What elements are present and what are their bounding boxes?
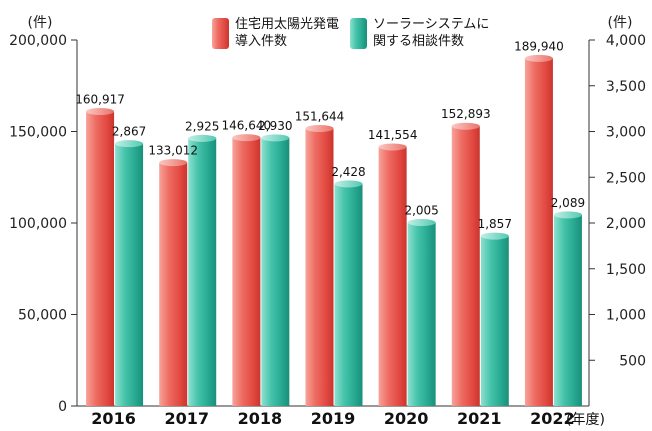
bar-solar-installations xyxy=(305,128,334,406)
bar-cap-solar-installations xyxy=(378,143,407,151)
data-label-solar-installations: 189,940 xyxy=(514,39,564,53)
data-label-solar-consultations: 1,857 xyxy=(478,217,512,231)
left-axis-tick-label: 100,000 xyxy=(9,216,67,232)
left-axis-unit: (件) xyxy=(28,15,53,31)
bar-cap-solar-installations xyxy=(86,108,115,116)
bar-group xyxy=(86,54,582,407)
legend-label-solar-consultations-line2: 関する相談件数 xyxy=(373,33,464,49)
data-label-solar-consultations: 2,428 xyxy=(331,165,365,179)
bar-solar-installations xyxy=(524,58,553,407)
bar-solar-installations xyxy=(86,111,115,407)
legend-label-solar-installations-line2: 導入件数 xyxy=(235,34,287,49)
data-label-solar-installations: 141,554 xyxy=(368,128,418,142)
bar-cap-solar-consultations xyxy=(480,232,509,240)
x-axis-tick-label: 2016 xyxy=(91,409,136,428)
right-axis: 500 1,000 1,500 2,000 2,500 3,000 3,500 4,000 (… xyxy=(588,15,646,406)
data-label-solar-consultations: 2,089 xyxy=(551,196,585,210)
data-label-solar-consultations: 2,867 xyxy=(112,125,146,139)
bar-cap-solar-installations xyxy=(451,122,480,130)
left-axis: 0 50,000 100,000 150,000 200,000 (件) xyxy=(9,15,78,415)
right-axis-tick-label: 500 xyxy=(619,353,646,369)
legend-label-solar-installations: 住宅用太陽光発電 導入件数 xyxy=(235,17,343,49)
bar-cap-solar-consultations xyxy=(261,134,290,142)
data-label-solar-installations: 146,640 xyxy=(222,119,272,133)
left-axis-tick-label: 0 xyxy=(58,399,67,415)
bar-solar-consultations xyxy=(188,138,217,407)
x-axis-tick-label: 2021 xyxy=(457,409,502,428)
right-axis-ticks: 500 1,000 1,500 2,000 2,500 3,000 3,500 4,000 xyxy=(589,33,646,369)
x-axis-unit: (年度) xyxy=(566,412,605,428)
left-axis-tick-label: 150,000 xyxy=(9,125,67,141)
legend-swatch-solar-consultations xyxy=(350,18,367,49)
data-label-solar-consultations: 2,005 xyxy=(404,204,438,218)
data-label-solar-consultations: 2,930 xyxy=(258,119,292,133)
right-axis-tick-label: 1,500 xyxy=(606,262,646,278)
bar-cap-solar-consultations xyxy=(115,140,144,148)
bar-cap-solar-installations xyxy=(524,54,553,62)
data-label-solar-installations: 152,893 xyxy=(441,107,491,121)
bar-solar-consultations xyxy=(115,143,144,406)
bar-cap-solar-consultations xyxy=(188,134,217,142)
right-axis-tick-label: 2,000 xyxy=(606,216,646,232)
bar-cap-solar-consultations xyxy=(407,219,436,227)
x-axis-tick-label: 2017 xyxy=(164,409,209,428)
x-axis-tick-label: 2019 xyxy=(311,409,356,428)
legend-label-solar-installations-line1: 住宅用太陽光発電 xyxy=(235,17,339,32)
left-axis-tick-label: 50,000 xyxy=(18,308,67,324)
legend-label-solar-consultations-line1: ソーラーシステムに xyxy=(373,17,489,32)
right-axis-tick-label: 3,500 xyxy=(606,79,646,95)
bar-solar-installations xyxy=(378,146,407,406)
left-axis-tick-label: 200,000 xyxy=(9,33,67,49)
x-axis-tick-label: 2022 xyxy=(530,409,575,428)
bar-solar-installations xyxy=(232,137,261,406)
left-axis-ticks: 0 50,000 100,000 150,000 200,000 xyxy=(9,33,77,415)
legend: 住宅用太陽光発電 導入件数 ソーラーシステムに 関する相談件数 xyxy=(212,17,494,49)
data-label-solar-installations: 151,644 xyxy=(295,109,345,123)
right-axis-tick-label: 2,500 xyxy=(606,170,646,186)
right-axis-unit: (件) xyxy=(608,15,633,31)
bar-cap-solar-consultations xyxy=(334,180,363,188)
x-axis-tick-label: 2020 xyxy=(384,409,429,428)
bar-cap-solar-consultations xyxy=(553,211,582,219)
bar-cap-solar-installations xyxy=(305,124,334,132)
bar-solar-installations xyxy=(159,162,188,406)
bar-cap-solar-installations xyxy=(232,134,261,142)
right-axis-tick-label: 1,000 xyxy=(606,308,646,324)
legend-swatch-solar-installations xyxy=(212,18,229,49)
right-axis-tick-label: 4,000 xyxy=(606,33,646,49)
bar-solar-installations xyxy=(451,126,480,406)
data-label-solar-installations: 133,012 xyxy=(148,144,198,158)
bar-solar-consultations xyxy=(407,222,436,406)
data-label-solar-consultations: 2,925 xyxy=(185,119,219,133)
x-axis-ticks: 2016 2017 2018 2019 2020 2021 2022 xyxy=(91,409,574,428)
bar-solar-consultations xyxy=(553,214,582,406)
legend-item-solar-consultations: ソーラーシステムに 関する相談件数 xyxy=(350,17,494,49)
right-axis-tick-label: 3,000 xyxy=(606,125,646,141)
legend-label-solar-consultations: ソーラーシステムに 関する相談件数 xyxy=(373,17,494,49)
bar-solar-consultations xyxy=(334,183,363,406)
x-axis-tick-label: 2018 xyxy=(238,409,283,428)
bar-cap-solar-installations xyxy=(159,159,188,167)
data-label-solar-installations: 160,917 xyxy=(75,93,125,107)
bar-solar-consultations xyxy=(261,137,290,406)
legend-item-solar-installations: 住宅用太陽光発電 導入件数 xyxy=(212,17,343,49)
bar-solar-consultations xyxy=(480,236,509,406)
